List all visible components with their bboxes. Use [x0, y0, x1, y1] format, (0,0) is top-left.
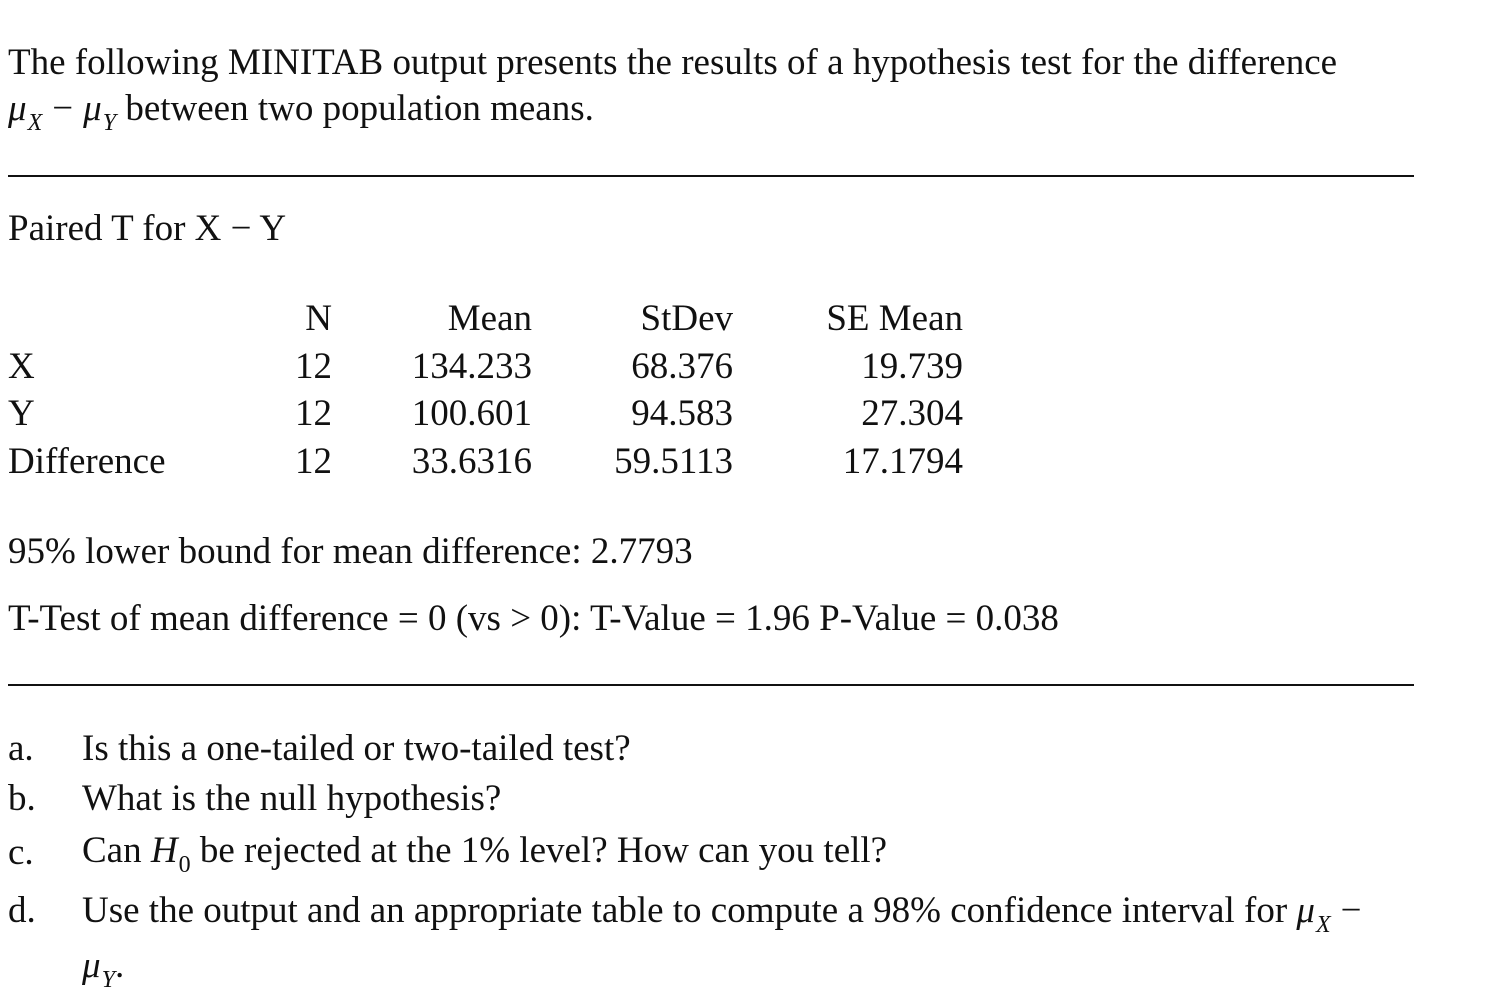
bottom-divider: [8, 684, 1414, 686]
row-stdev: 94.583: [631, 393, 733, 434]
row-n: 12: [295, 346, 332, 387]
mu-x-symbol: μX: [1296, 890, 1331, 938]
row-stdev: 59.5113: [614, 441, 733, 482]
ttest-text: T-Test of mean difference = 0 (vs > 0): …: [8, 598, 1059, 639]
mu-y-symbol: μY: [83, 88, 117, 136]
lower-bound-text: 95% lower bound for mean difference: 2.7…: [8, 531, 693, 572]
question-text: What is the null hypothesis?: [82, 778, 502, 819]
row-n: 12: [295, 393, 332, 434]
question-continuation: μY.: [82, 945, 125, 993]
minus-symbol: −: [1340, 890, 1362, 931]
row-label: Y: [8, 393, 35, 434]
question-text: Can H0 be rejected at the 1% level? How …: [82, 830, 888, 878]
header-stdev: StDev: [640, 298, 734, 339]
question-letter: d.: [8, 890, 36, 931]
row-label: Difference: [8, 441, 166, 482]
null-hypothesis-symbol: H0: [150, 830, 191, 878]
question-text-main: Use the output and an appropriate table …: [82, 890, 1297, 931]
header-se-mean: SE Mean: [826, 298, 963, 339]
row-mean: 100.601: [411, 393, 532, 434]
question-prefix: Can: [82, 830, 151, 871]
header-n: N: [305, 298, 332, 339]
top-divider: [8, 175, 1414, 177]
question-text: Use the output and an appropriate table …: [82, 890, 1372, 938]
minus-symbol: −: [52, 88, 74, 129]
row-se-mean: 17.1794: [842, 441, 963, 482]
question-suffix: be rejected at the 1% level? How can you…: [190, 830, 888, 871]
question-letter: a.: [8, 728, 34, 769]
mu-y-symbol: μY: [82, 945, 115, 993]
question-text: Is this a one-tailed or two-tailed test?: [82, 728, 631, 769]
intro-line-2-text: between two population means.: [116, 88, 594, 129]
output-title: Paired T for X − Y: [8, 208, 287, 249]
intro-line-2: μX − μY between two population means.: [8, 88, 594, 136]
row-label: X: [8, 346, 35, 387]
row-n: 12: [295, 441, 332, 482]
row-stdev: 68.376: [631, 346, 733, 387]
question-letter: b.: [8, 778, 36, 819]
row-se-mean: 27.304: [861, 393, 963, 434]
row-mean: 33.6316: [411, 441, 532, 482]
sentence-end: .: [114, 945, 125, 986]
header-mean: Mean: [447, 298, 532, 339]
row-mean: 134.233: [411, 346, 532, 387]
intro-line-1: The following MINITAB output presents th…: [8, 42, 1338, 83]
question-letter: c.: [8, 832, 34, 873]
mu-x-symbol: μX: [8, 88, 43, 136]
row-se-mean: 19.739: [861, 346, 963, 387]
